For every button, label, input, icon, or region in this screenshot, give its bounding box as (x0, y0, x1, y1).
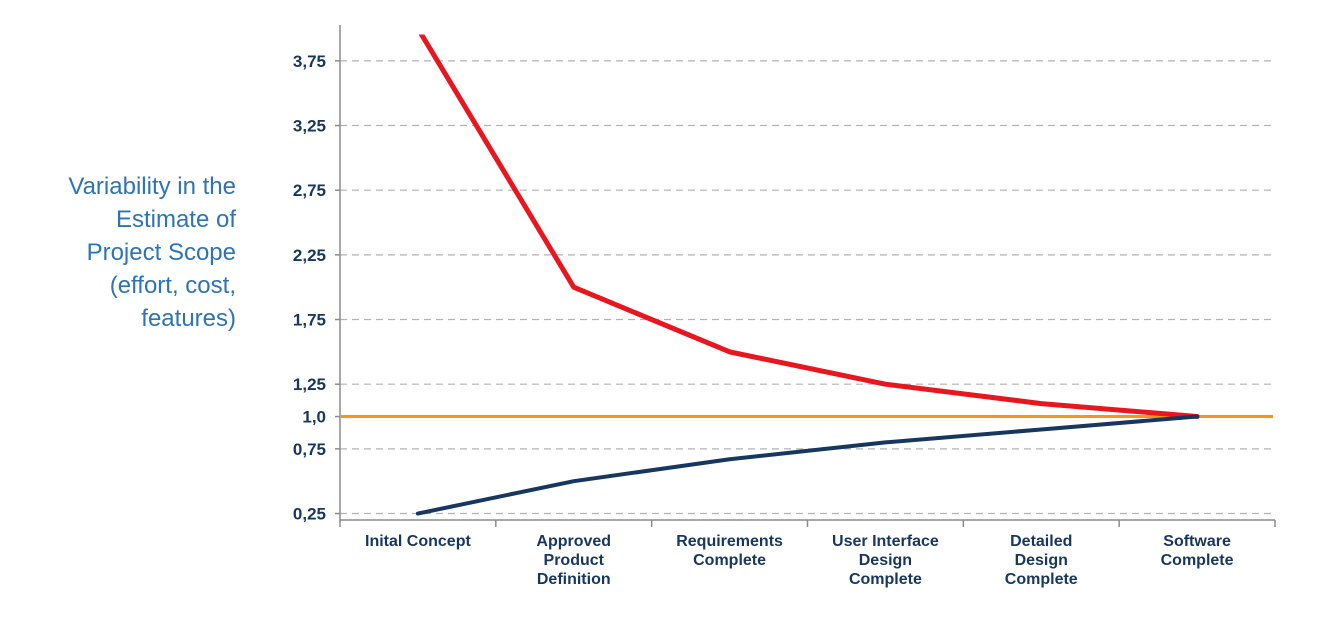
y-tick-label: 3,75 (293, 52, 326, 71)
y-axis-title-line: Project Scope (86, 239, 236, 266)
y-tick-label: 2,75 (293, 181, 326, 200)
y-tick-label: 0,25 (293, 505, 326, 524)
upper-estimate-line (418, 34, 1200, 420)
lower-estimate-line (415, 414, 1200, 516)
y-axis-title-line: features) (141, 305, 236, 332)
x-category-label: User Interface Design Complete (832, 533, 939, 588)
y-axis-title-line: Variability in the (68, 173, 236, 200)
y-tick-label: 1,0 (302, 408, 326, 427)
x-category-label: Detailed Design Complete (1005, 533, 1078, 588)
y-tick-label: 1,25 (293, 375, 326, 394)
x-category-label: Software Complete (1161, 533, 1234, 569)
x-category-label: Inital Concept (365, 533, 471, 550)
y-tick-label: 2,25 (293, 246, 326, 265)
y-axis-title-line: (effort, cost, (109, 272, 236, 299)
x-category-label: Approved Product Definition (536, 533, 611, 588)
y-tick-label: 1,75 (293, 311, 326, 330)
y-tick-label: 0,75 (293, 440, 326, 459)
x-category-label: Requirements Complete (676, 533, 783, 569)
y-tick-label: 3,25 (293, 117, 326, 136)
y-axis-title: Variability in the Estimate of Project Sco… (8, 170, 236, 335)
y-axis-title-line: Estimate of (115, 206, 236, 233)
